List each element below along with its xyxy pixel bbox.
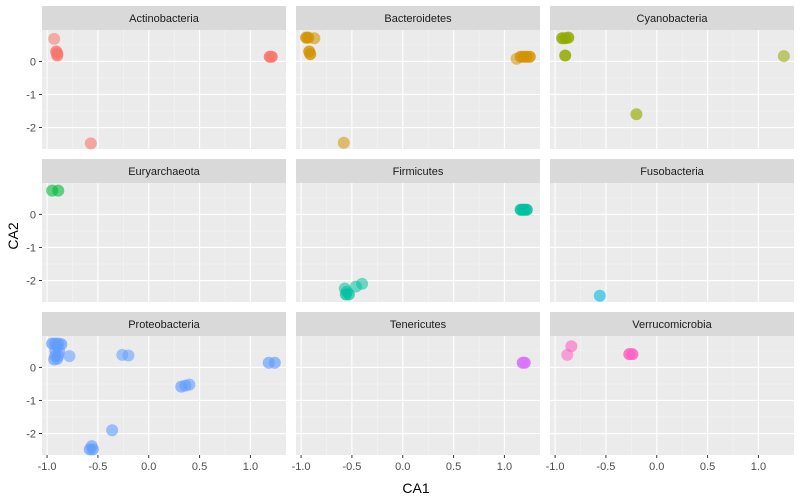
facet-panel-actinobacteria: Actinobacteria -2 -1 0: [26, 6, 286, 150]
panel-background: [296, 30, 540, 149]
facet-strip-label: Proteobacteria: [128, 319, 200, 331]
x-tick-label: -0.5: [342, 461, 361, 473]
x-tick-label: -1.0: [292, 461, 311, 473]
data-point: [777, 50, 790, 63]
data-point: [48, 32, 61, 45]
panel-background: [550, 183, 794, 302]
data-point: [565, 340, 578, 353]
data-point: [304, 48, 317, 61]
facet-panel-bacteroidetes: Bacteroidetes: [296, 6, 540, 149]
x-tick-label: -0.5: [88, 461, 107, 473]
data-point: [593, 289, 606, 302]
facet-panel-firmicutes: Firmicutes: [296, 159, 540, 302]
data-point: [268, 356, 281, 369]
x-tick-label: -1.0: [546, 461, 565, 473]
data-point: [308, 32, 321, 45]
x-tick-label: 1.0: [751, 461, 766, 473]
panel-background: [42, 30, 286, 149]
data-point: [122, 349, 135, 362]
x-tick-label: 0.0: [395, 461, 410, 473]
y-tick-label: 0: [30, 56, 36, 68]
data-point: [106, 424, 119, 437]
facet-panel-euryarchaeota: Euryarchaeota -2 -1 0: [26, 159, 286, 302]
facet-strip-label: Actinobacteria: [129, 13, 200, 25]
y-axis-title: CA2: [5, 222, 21, 249]
x-tick-label: 0.0: [141, 461, 156, 473]
x-axis-title: CA1: [402, 480, 429, 496]
data-point: [51, 49, 64, 62]
facet-strip-label: Tenericutes: [390, 319, 447, 331]
x-tick-label: -0.5: [596, 461, 615, 473]
facet-strip: [296, 312, 540, 336]
facet-panel-cyanobacteria: Cyanobacteria: [550, 6, 794, 149]
data-point: [86, 443, 99, 456]
facet-strip: [550, 312, 794, 336]
x-tick-label: 0.0: [649, 461, 664, 473]
x-tick-label: 0.5: [446, 461, 461, 473]
facet-strip-label: Euryarchaeota: [128, 166, 200, 178]
data-point: [51, 352, 64, 365]
facet-strip-label: Firmicutes: [393, 166, 444, 178]
data-point: [626, 348, 639, 361]
y-tick-label: -2: [26, 429, 36, 441]
panel-background: [550, 336, 794, 455]
y-tick-label: -1: [26, 242, 36, 254]
panel-background: [296, 336, 540, 455]
facet-strip: [42, 159, 286, 183]
data-point: [630, 108, 643, 121]
data-point: [265, 50, 278, 63]
y-tick-label: -1: [26, 395, 36, 407]
y-tick-label: -2: [26, 123, 36, 135]
y-tick-label: 0: [30, 209, 36, 221]
data-point: [518, 356, 531, 369]
y-tick-label: -1: [26, 89, 36, 101]
data-point: [337, 136, 350, 149]
facet-strip: [296, 159, 540, 183]
facet-panel-proteobacteria: Proteobacteria -2 -1 0 -1.0 -0.5 0.0 0.5 1.0: [26, 312, 286, 473]
facet-panel-tenericutes: Tenericutes -1.0 -0.5 0.0 0.5 1.0: [292, 312, 540, 473]
x-tick-label: 0.5: [700, 461, 715, 473]
data-point: [84, 137, 97, 150]
facet-strip: [550, 159, 794, 183]
data-point: [356, 277, 369, 290]
panel-background: [296, 183, 540, 302]
facet-panels: Actinobacteria -2 -1 0 Bacteroidetes Cyanobac…: [26, 6, 794, 473]
panel-background: [42, 336, 286, 455]
data-point: [342, 288, 355, 301]
panel-background: [550, 30, 794, 149]
x-tick-label: 0.5: [192, 461, 207, 473]
facet-strip: [42, 312, 286, 336]
facet-strip: [296, 6, 540, 30]
x-tick-label: 1.0: [243, 461, 258, 473]
y-tick-label: -2: [26, 276, 36, 288]
x-tick-label: 1.0: [497, 461, 512, 473]
facet-panel-fusobacteria: Fusobacteria: [550, 159, 794, 302]
data-point: [523, 50, 536, 63]
panel-background: [42, 183, 286, 302]
facet-strip: [550, 6, 794, 30]
facet-strip: [42, 6, 286, 30]
data-point: [562, 31, 575, 44]
data-point: [559, 49, 572, 62]
facet-strip-label: Bacteroidetes: [384, 13, 452, 25]
y-tick-label: 0: [30, 362, 36, 374]
facet-strip-label: Verrucomicrobia: [632, 319, 712, 331]
data-point: [520, 203, 533, 216]
data-point: [63, 350, 76, 363]
facet-panel-verrucomicrobia: Verrucomicrobia -1.0 -0.5 0.0 0.5 1.0: [546, 312, 794, 473]
facet-strip-label: Fusobacteria: [640, 166, 704, 178]
x-tick-label: -1.0: [38, 461, 57, 473]
data-point: [183, 378, 196, 391]
data-point: [52, 184, 65, 197]
facet-strip-label: Cyanobacteria: [637, 13, 709, 25]
